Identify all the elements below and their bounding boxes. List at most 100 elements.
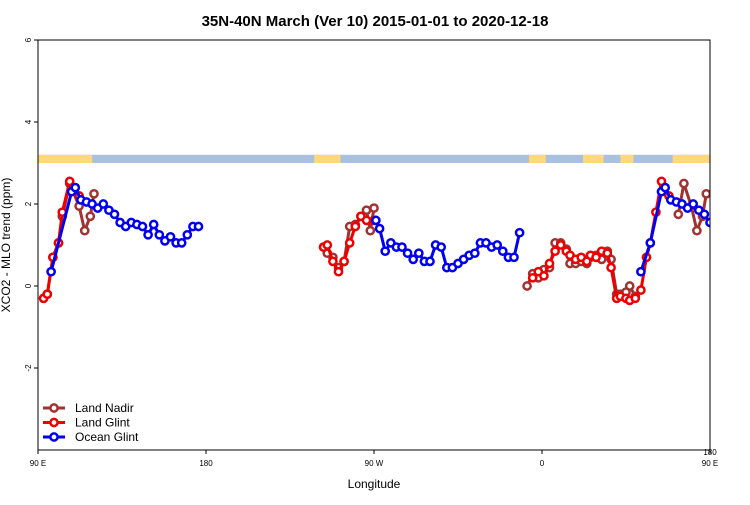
land-segment [528, 154, 546, 163]
data-point [350, 221, 361, 232]
x-tick-label: 0 [540, 459, 545, 468]
data-point [492, 240, 503, 250]
data-point [436, 242, 447, 252]
x-tick-label: 90 E [30, 459, 46, 468]
data-point [660, 182, 671, 193]
series-ocean-glint [46, 182, 725, 277]
data-point [70, 182, 81, 193]
data-point [688, 199, 699, 209]
land-ocean-band [38, 154, 710, 163]
y-tick-label: 0 [24, 283, 33, 288]
data-point [408, 254, 419, 265]
data-point [699, 209, 710, 220]
data-point [606, 262, 616, 273]
x-tick-label: 90 E [702, 459, 718, 468]
data-point [469, 248, 480, 259]
y-axis-label: XCO2 - MLO trend (ppm) [0, 178, 13, 313]
data-point [679, 178, 689, 189]
data-point [79, 225, 90, 236]
data-point [630, 293, 641, 304]
series-land-glint [38, 176, 674, 306]
ocean-band [38, 154, 710, 163]
land-segment [38, 154, 93, 163]
data-point [402, 248, 413, 259]
chart-title: 35N-40N March (Ver 10) 2015-01-01 to 202… [202, 13, 549, 30]
data-point [514, 227, 525, 238]
data-point [636, 266, 646, 277]
data-point [602, 248, 613, 259]
data-point [555, 240, 566, 250]
data-point [380, 246, 391, 257]
data-point [193, 221, 204, 232]
plot-frame [37, 39, 711, 451]
data-point [333, 266, 344, 277]
series-layer [38, 176, 725, 306]
data-point [374, 223, 385, 234]
data-point [322, 240, 333, 250]
land-segment [583, 154, 604, 163]
legend-item: Land Glint [43, 416, 130, 430]
land-segment [620, 154, 634, 163]
data-point [137, 221, 148, 232]
data-point [673, 209, 684, 220]
data-point [624, 281, 635, 291]
legend-marker [49, 432, 59, 442]
series-land-nadir [38, 178, 710, 304]
x-tick-label: 90 W [365, 459, 384, 468]
x-axis-label: Longitude [348, 477, 401, 491]
data-point [361, 215, 372, 226]
data-point [42, 289, 53, 300]
data-point [182, 229, 193, 240]
y-tick-label: 4 [24, 119, 33, 124]
data-point [85, 211, 96, 222]
legend-marker [49, 417, 59, 428]
data-point [148, 219, 159, 230]
data-point [636, 285, 646, 295]
data-point [645, 238, 656, 248]
legend-label: Land Glint [75, 416, 130, 430]
data-point [98, 199, 109, 209]
data-point [425, 256, 435, 267]
data-point [165, 231, 176, 242]
data-point [522, 281, 532, 291]
legend-label: Ocean Glint [75, 430, 139, 444]
data-point [539, 270, 549, 281]
data-point [509, 252, 519, 263]
data-point [328, 256, 338, 267]
data-point [705, 217, 710, 228]
y-tick-label: -2 [24, 364, 33, 372]
legend-item: Ocean Glint [43, 430, 139, 444]
x-axis: 90 E 180 90 W 0 90 E 180 [30, 448, 718, 468]
x-tick-label-upper: 180 [703, 448, 717, 457]
data-point [701, 188, 710, 199]
land-segment [314, 154, 341, 163]
data-point [497, 246, 508, 257]
data-point [143, 229, 153, 240]
legend-marker [49, 403, 59, 413]
data-point [718, 219, 725, 226]
data-point [46, 266, 56, 277]
y-tick-label: 6 [24, 37, 33, 42]
land-segment [672, 154, 710, 163]
data-point [154, 229, 165, 240]
legend-item: Land Nadir [43, 401, 134, 415]
data-point [89, 188, 99, 199]
y-tick-label: 2 [24, 201, 33, 206]
y-axis: -2 0 2 4 6 [24, 37, 38, 372]
data-point [109, 209, 120, 220]
data-point [544, 258, 555, 269]
data-point [591, 252, 601, 263]
data-point [527, 272, 538, 283]
data-point [176, 238, 187, 248]
data-point [371, 215, 381, 226]
x-tick-label: 180 [199, 459, 213, 468]
series-clip-group [38, 176, 725, 306]
data-point [692, 225, 702, 236]
data-point [712, 223, 719, 230]
legend-label: Land Nadir [75, 401, 134, 415]
data-point [344, 238, 355, 248]
data-point [369, 203, 379, 213]
data-point [413, 248, 424, 259]
